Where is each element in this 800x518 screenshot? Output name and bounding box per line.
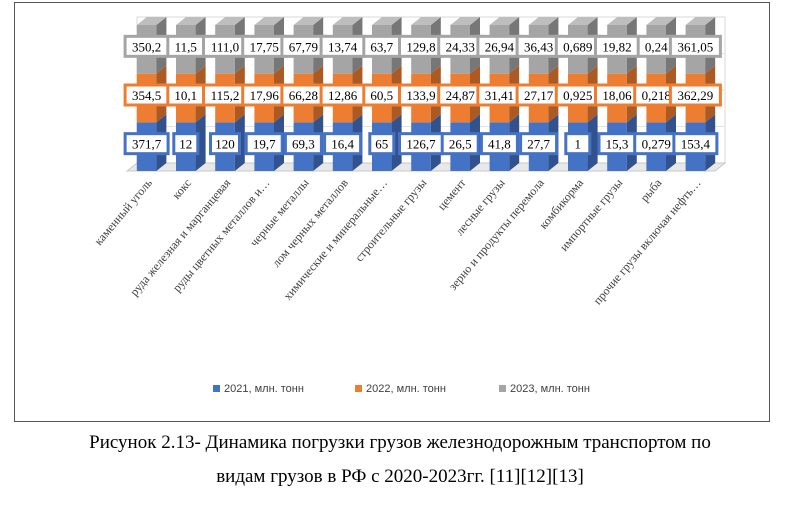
x-tick-label-2: кокс xyxy=(169,176,194,202)
data-label-1-15: 153,4 xyxy=(681,137,711,152)
data-label-3-3: 111,0 xyxy=(211,39,239,54)
data-label-1-3: 120 xyxy=(215,137,235,152)
x-tick-label-9: цемент xyxy=(434,175,469,212)
data-label-box xyxy=(368,132,396,156)
bar-top-12 xyxy=(568,17,598,25)
data-label-2-5: 66,28 xyxy=(289,88,318,103)
bar-top-4 xyxy=(254,17,284,25)
data-label-1-13: 15,3 xyxy=(606,137,629,152)
data-label-box xyxy=(244,132,284,156)
data-label-1-5: 69,3 xyxy=(292,137,315,152)
data-label-1-11: 27,7 xyxy=(527,137,550,152)
caption-line-2: видам грузов в РФ с 2020-2023гг. [11][12… xyxy=(216,466,584,487)
x-tick-label-6: лом черных металлов xyxy=(269,176,351,270)
bar-side-1-12 xyxy=(587,114,598,171)
bar-top-1 xyxy=(136,17,167,25)
data-label-box xyxy=(440,132,480,156)
data-label-1-4: 19,7 xyxy=(253,137,276,152)
data-label-2-13: 18,06 xyxy=(602,88,632,103)
bar-top-6 xyxy=(332,17,363,25)
data-label-2-2: 10,1 xyxy=(174,88,197,103)
data-labels: 371,7 354,5 350,2 12 10,1 11,5 120 115,2 111,0 19… xyxy=(123,34,722,156)
data-label-3-1: 350,2 xyxy=(132,39,161,54)
data-label-box xyxy=(283,132,323,156)
data-label-2-15: 362,29 xyxy=(678,88,714,103)
data-label-3-7: 63,7 xyxy=(370,39,393,54)
bar-top-7 xyxy=(372,17,402,25)
legend-swatch-3 xyxy=(499,385,506,392)
data-label-2-10: 31,41 xyxy=(485,88,514,103)
bar-top-9 xyxy=(450,17,480,25)
bar-top-8 xyxy=(411,17,441,25)
data-label-2-11: 27,17 xyxy=(524,88,554,103)
data-label-3-14: 0,24 xyxy=(645,39,668,54)
bar-top-13 xyxy=(607,17,637,25)
data-label-1-2: 12 xyxy=(179,137,192,152)
data-label-3-13: 19,82 xyxy=(602,39,631,54)
data-label-1-6: 16,4 xyxy=(331,137,354,152)
data-label-box xyxy=(672,132,719,156)
data-label-box xyxy=(123,132,170,156)
data-label-1-12: 1 xyxy=(575,137,582,152)
data-label-2-7: 60,5 xyxy=(370,88,393,103)
data-label-1-9: 26,5 xyxy=(449,137,472,152)
data-label-2-4: 17,96 xyxy=(250,88,280,103)
data-label-1-8: 126,7 xyxy=(406,137,436,152)
data-label-3-10: 26,94 xyxy=(485,39,515,54)
data-label-box xyxy=(519,132,559,156)
bar-side-1-2 xyxy=(195,114,206,171)
x-tick-label-14: рыба xyxy=(637,175,665,204)
data-label-2-14: 0,218 xyxy=(642,88,671,103)
legend-label-1: 2021, млн. тонн xyxy=(224,383,304,395)
data-label-2-1: 354,5 xyxy=(132,88,161,103)
chart-frame: 371,7 354,5 350,2 12 10,1 11,5 120 115,2 111,0 19… xyxy=(14,2,770,422)
caption-line-1: Рисунок 2.13- Динамика погрузки грузов ж… xyxy=(89,432,711,453)
x-tick-label-8: строительные грузы xyxy=(352,176,429,264)
bar-top-15 xyxy=(685,17,716,25)
bar-top-2 xyxy=(176,17,206,25)
data-label-1-7: 65 xyxy=(375,137,388,152)
data-label-2-8: 133,9 xyxy=(406,88,435,103)
data-label-2-9: 24,87 xyxy=(446,88,476,103)
data-label-box xyxy=(172,132,200,156)
data-label-box xyxy=(323,132,363,156)
bar-top-10 xyxy=(489,17,520,25)
data-label-box xyxy=(209,132,241,156)
bar-top-5 xyxy=(293,17,324,25)
data-label-2-3: 115,2 xyxy=(211,88,240,103)
data-label-3-6: 13,74 xyxy=(328,39,358,54)
data-label-3-5: 67,79 xyxy=(289,39,318,54)
legend-label-2: 2022, млн. тонн xyxy=(366,383,446,395)
bar-side-1-7 xyxy=(391,114,402,171)
bar-top-11 xyxy=(528,17,559,25)
legend-swatch-2 xyxy=(355,385,362,392)
legend-swatch-1 xyxy=(213,385,220,392)
legend-label-3: 2023, млн. тонн xyxy=(510,383,590,395)
figure-caption: Рисунок 2.13- Динамика погрузки грузов ж… xyxy=(0,426,800,494)
chart-area: 371,7 354,5 350,2 12 10,1 11,5 120 115,2 111,0 19… xyxy=(91,16,727,395)
bar-top-3 xyxy=(215,17,245,25)
data-label-1-10: 41,8 xyxy=(488,137,511,152)
x-tick-label-1: каменный уголь xyxy=(91,176,155,248)
data-label-3-11: 36,43 xyxy=(524,39,553,54)
data-label-2-6: 12,86 xyxy=(328,88,358,103)
data-label-1-1: 371,7 xyxy=(132,137,162,152)
bar-top-14 xyxy=(646,17,676,25)
legend: 2021, млн. тонн 2022, млн. тонн 2023, млн.… xyxy=(213,383,590,395)
data-label-box xyxy=(479,132,519,156)
data-label-3-9: 24,33 xyxy=(446,39,475,54)
data-label-3-8: 129,8 xyxy=(406,39,435,54)
data-label-3-12: 0,689 xyxy=(563,39,592,54)
data-label-2-12: 0,925 xyxy=(563,88,592,103)
data-label-1-14: 0,279 xyxy=(642,137,671,152)
data-label-box xyxy=(564,132,592,156)
data-label-box xyxy=(668,83,722,107)
data-label-3-4: 17,75 xyxy=(250,39,279,54)
data-label-box xyxy=(668,34,722,58)
data-label-3-2: 11,5 xyxy=(175,39,197,54)
data-label-3-15: 361,05 xyxy=(678,39,714,54)
